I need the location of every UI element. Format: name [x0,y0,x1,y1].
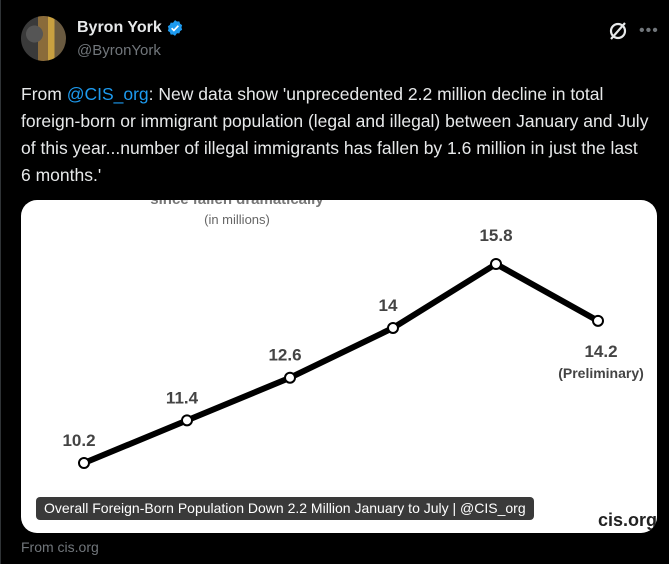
chart-subtitle: (in millions) [204,212,270,227]
data-point [490,258,502,270]
author-name[interactable]: Byron York [77,19,162,36]
tweet-text: From @CIS_org: New data show 'unpreceden… [21,81,651,189]
chart-title: since fallen dramatically [150,200,324,208]
data-point [78,457,90,469]
data-label: 12.6 [268,346,301,365]
more-icon[interactable]: ••• [639,22,659,39]
data-point [181,414,193,427]
data-label: 14 [379,296,398,315]
card-source-link[interactable]: From cis.org [21,539,99,555]
line-chart: since fallen dramatically (in millions) … [62,200,644,469]
mention-link[interactable]: @CIS_org [66,84,149,104]
image-caption: Overall Foreign-Born Population Down 2.2… [36,497,534,520]
verified-badge-icon[interactable] [166,19,184,37]
author-name-row: Byron York [77,19,184,37]
cis-logo-text: cis.org [597,510,657,530]
grok-icon[interactable] [607,20,629,42]
preliminary-annotation: (Preliminary) [558,365,644,381]
data-point [592,314,604,327]
data-label: 11.4 [166,388,199,407]
tweet-body: : New data show 'unprecedented 2.2 milli… [21,84,649,185]
author-handle[interactable]: @ByronYork [77,42,161,59]
data-label: 10.2 [62,431,95,450]
data-label: 14.2 [584,342,617,361]
chart-card[interactable]: since fallen dramatically (in millions) … [21,200,657,533]
data-label: 15.8 [479,226,512,245]
data-point [387,321,399,334]
avatar[interactable] [21,16,66,61]
data-point [284,371,296,384]
tweet-prefix: From [21,84,67,104]
